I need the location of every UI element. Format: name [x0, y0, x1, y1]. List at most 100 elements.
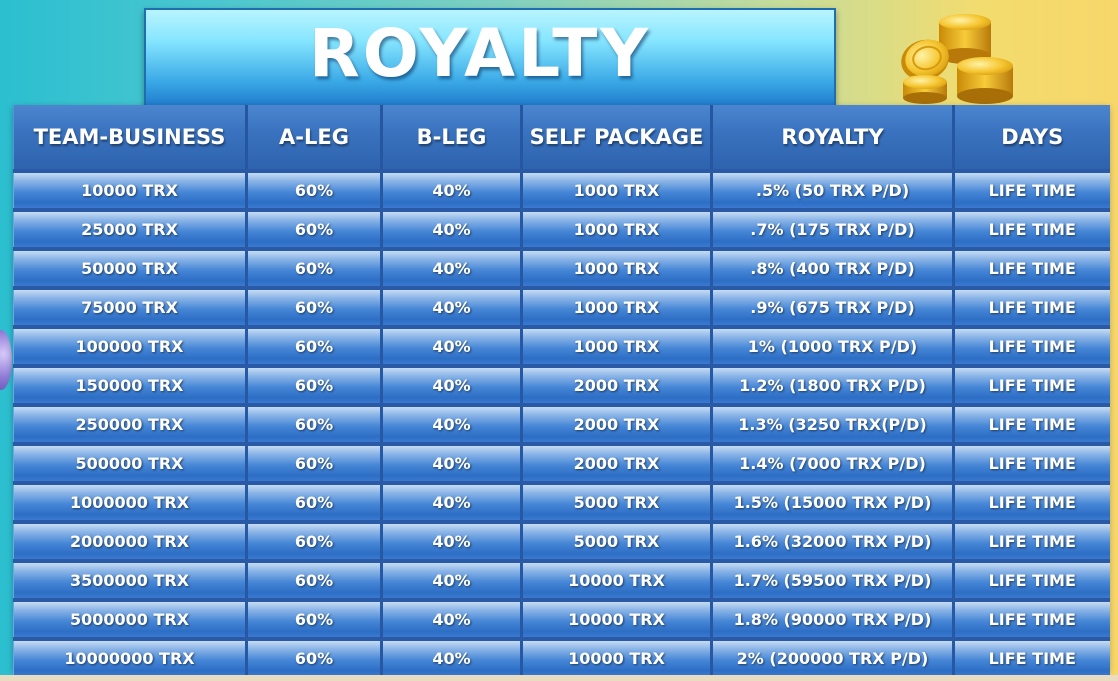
self-package-cell: 10000 TRX — [521, 637, 713, 676]
a-leg-cell: 60% — [246, 403, 383, 444]
royalty-cell: 1.7% (59500 TRX P/D) — [711, 559, 955, 600]
b-leg-cell: 40% — [381, 169, 523, 210]
table-body: 10000 TRX 60% 40% 1000 TRX .5% (50 TRX P/D) L… — [13, 169, 1110, 676]
title-banner: ROYALTY — [144, 8, 836, 114]
table-row: 10000000 TRX 60% 40% 10000 TRX 2% (200000 TR… — [13, 637, 1110, 676]
self-package-cell: 1000 TRX — [521, 325, 713, 366]
a-leg-cell: 60% — [246, 286, 383, 327]
table-row: 150000 TRX 60% 40% 2000 TRX 1.2% (1800 TRX P… — [13, 364, 1110, 405]
table-row: 250000 TRX 60% 40% 2000 TRX 1.3% (3250 TRX(P… — [13, 403, 1110, 444]
a-leg-cell: 60% — [246, 364, 383, 405]
royalty-cell: 1.4% (7000 TRX P/D) — [711, 442, 955, 483]
self-package-cell: 10000 TRX — [521, 559, 713, 600]
b-leg-cell: 40% — [381, 637, 523, 676]
self-package-cell: 2000 TRX — [521, 364, 713, 405]
header-b-leg: B-LEG — [381, 105, 523, 171]
b-leg-cell: 40% — [381, 598, 523, 639]
royalty-cell: .9% (675 TRX P/D) — [711, 286, 955, 327]
self-package-cell: 1000 TRX — [521, 247, 713, 288]
royalty-cell: 1.6% (32000 TRX P/D) — [711, 520, 955, 561]
a-leg-cell: 60% — [246, 325, 383, 366]
royalty-cell: 2% (200000 TRX P/D) — [711, 637, 955, 676]
table-header-row: TEAM-BUSINESS A-LEG B-LEG SELF PACKAGE ROYAL… — [13, 105, 1110, 171]
days-cell: LIFE TIME — [953, 598, 1110, 639]
royalty-cell: .7% (175 TRX P/D) — [711, 208, 955, 249]
days-cell: LIFE TIME — [953, 286, 1110, 327]
team-business-cell: 3500000 TRX — [13, 559, 248, 600]
royalty-cell: .5% (50 TRX P/D) — [711, 169, 955, 210]
days-cell: LIFE TIME — [953, 520, 1110, 561]
days-cell: LIFE TIME — [953, 325, 1110, 366]
table-row: 10000 TRX 60% 40% 1000 TRX .5% (50 TRX P/D) L… — [13, 169, 1110, 210]
team-business-cell: 250000 TRX — [13, 403, 248, 444]
team-business-cell: 75000 TRX — [13, 286, 248, 327]
b-leg-cell: 40% — [381, 481, 523, 522]
header-days: DAYS — [953, 105, 1110, 171]
b-leg-cell: 40% — [381, 364, 523, 405]
team-business-cell: 150000 TRX — [13, 364, 248, 405]
a-leg-cell: 60% — [246, 520, 383, 561]
team-business-cell: 100000 TRX — [13, 325, 248, 366]
table-row: 2000000 TRX 60% 40% 5000 TRX 1.6% (32000 TRX… — [13, 520, 1110, 561]
gold-coins-icon — [901, 14, 1013, 104]
team-business-cell: 10000000 TRX — [13, 637, 248, 676]
table-row: 3500000 TRX 60% 40% 10000 TRX 1.7% (59500 TR… — [13, 559, 1110, 600]
self-package-cell: 1000 TRX — [521, 286, 713, 327]
b-leg-cell: 40% — [381, 442, 523, 483]
header-a-leg: A-LEG — [246, 105, 383, 171]
team-business-cell: 25000 TRX — [13, 208, 248, 249]
self-package-cell: 2000 TRX — [521, 442, 713, 483]
royalty-table-container: TEAM-BUSINESS A-LEG B-LEG SELF PACKAGE ROYAL… — [13, 105, 1110, 676]
days-cell: LIFE TIME — [953, 442, 1110, 483]
b-leg-cell: 40% — [381, 247, 523, 288]
team-business-cell: 10000 TRX — [13, 169, 248, 210]
royalty-table: TEAM-BUSINESS A-LEG B-LEG SELF PACKAGE ROYAL… — [13, 105, 1110, 676]
royalty-cell: 1.2% (1800 TRX P/D) — [711, 364, 955, 405]
self-package-cell: 1000 TRX — [521, 208, 713, 249]
days-cell: LIFE TIME — [953, 364, 1110, 405]
a-leg-cell: 60% — [246, 598, 383, 639]
b-leg-cell: 40% — [381, 559, 523, 600]
bottom-strip — [0, 675, 1118, 681]
table-row: 25000 TRX 60% 40% 1000 TRX .7% (175 TRX P/D)… — [13, 208, 1110, 249]
team-business-cell: 50000 TRX — [13, 247, 248, 288]
royalty-cell: 1.3% (3250 TRX(P/D) — [711, 403, 955, 444]
table-row: 500000 TRX 60% 40% 2000 TRX 1.4% (7000 TRX P… — [13, 442, 1110, 483]
a-leg-cell: 60% — [246, 559, 383, 600]
b-leg-cell: 40% — [381, 325, 523, 366]
self-package-cell: 2000 TRX — [521, 403, 713, 444]
b-leg-cell: 40% — [381, 286, 523, 327]
team-business-cell: 500000 TRX — [13, 442, 248, 483]
royalty-cell: 1.8% (90000 TRX P/D) — [711, 598, 955, 639]
days-cell: LIFE TIME — [953, 169, 1110, 210]
self-package-cell: 5000 TRX — [521, 481, 713, 522]
team-business-cell: 5000000 TRX — [13, 598, 248, 639]
b-leg-cell: 40% — [381, 208, 523, 249]
days-cell: LIFE TIME — [953, 208, 1110, 249]
a-leg-cell: 60% — [246, 169, 383, 210]
a-leg-cell: 60% — [246, 442, 383, 483]
royalty-cell: 1% (1000 TRX P/D) — [711, 325, 955, 366]
page-title: ROYALTY — [308, 14, 652, 92]
b-leg-cell: 40% — [381, 520, 523, 561]
self-package-cell: 10000 TRX — [521, 598, 713, 639]
self-package-cell: 1000 TRX — [521, 169, 713, 210]
royalty-cell: .8% (400 TRX P/D) — [711, 247, 955, 288]
table-row: 75000 TRX 60% 40% 1000 TRX .9% (675 TRX P/D)… — [13, 286, 1110, 327]
a-leg-cell: 60% — [246, 481, 383, 522]
days-cell: LIFE TIME — [953, 559, 1110, 600]
header-team-business: TEAM-BUSINESS — [13, 105, 248, 171]
royalty-cell: 1.5% (15000 TRX P/D) — [711, 481, 955, 522]
header-self-package: SELF PACKAGE — [521, 105, 713, 171]
header-royalty: ROYALTY — [711, 105, 955, 171]
background-decoration — [0, 330, 12, 390]
table-row: 1000000 TRX 60% 40% 5000 TRX 1.5% (15000 TRX… — [13, 481, 1110, 522]
a-leg-cell: 60% — [246, 208, 383, 249]
team-business-cell: 1000000 TRX — [13, 481, 248, 522]
table-row: 5000000 TRX 60% 40% 10000 TRX 1.8% (90000 TR… — [13, 598, 1110, 639]
team-business-cell: 2000000 TRX — [13, 520, 248, 561]
a-leg-cell: 60% — [246, 637, 383, 676]
days-cell: LIFE TIME — [953, 637, 1110, 676]
table-row: 50000 TRX 60% 40% 1000 TRX .8% (400 TRX P/D)… — [13, 247, 1110, 288]
days-cell: LIFE TIME — [953, 247, 1110, 288]
